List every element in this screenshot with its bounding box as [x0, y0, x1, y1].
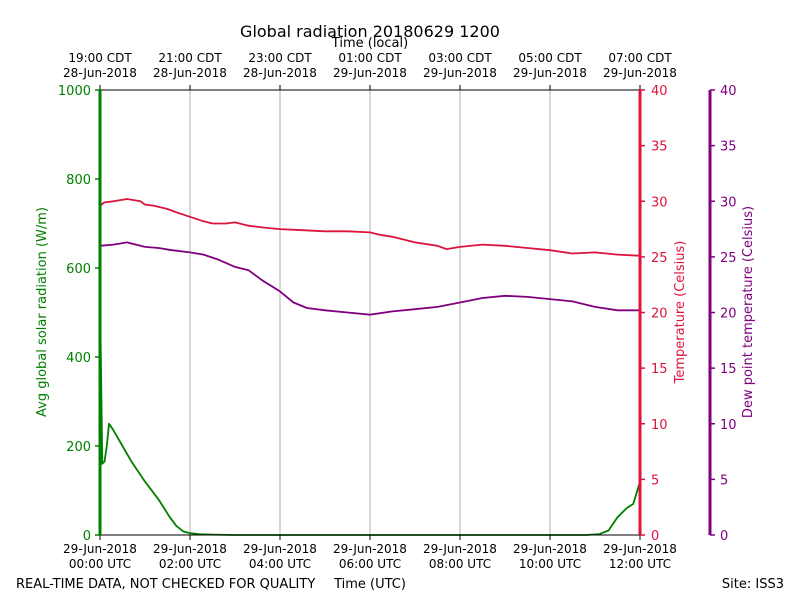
- dewpoint-tick-label: 0: [720, 529, 728, 544]
- top-tick-date: 28-Jun-2018: [63, 66, 137, 80]
- radiation-tick-label: 200: [66, 440, 91, 455]
- top-tick-date: 29-Jun-2018: [423, 66, 497, 80]
- top-tick-date: 29-Jun-2018: [603, 66, 677, 80]
- bottom-tick-date: 29-Jun-2018: [513, 542, 587, 556]
- top-tick-time: 03:00 CDT: [428, 51, 492, 65]
- dewpoint-tick-label: 25: [720, 251, 737, 266]
- dewpoint-axis-label: Dew point temperature (Celsius): [741, 206, 756, 418]
- temperature-axis-label: Temperature (Celsius): [673, 241, 688, 385]
- bottom-tick-date: 29-Jun-2018: [603, 542, 677, 556]
- chart-title: Global radiation 20180629 1200: [240, 22, 500, 41]
- vertical-grid: [189, 90, 551, 535]
- bottom-tick-time: 04:00 UTC: [249, 557, 311, 571]
- temperature-tick-label: 20: [651, 307, 668, 322]
- dewpoint-tick-label: 15: [720, 362, 737, 377]
- top-tick-time: 07:00 CDT: [608, 51, 672, 65]
- dewpoint-series-line: [99, 241, 640, 316]
- dewpoint-tick-label: 20: [720, 307, 737, 322]
- top-axis-title: Time (local): [331, 36, 408, 51]
- bottom-tick-time: 12:00 UTC: [609, 557, 671, 571]
- bottom-tick-date: 29-Jun-2018: [423, 542, 497, 556]
- top-tick-date: 29-Jun-2018: [513, 66, 587, 80]
- top-tick-date: 28-Jun-2018: [153, 66, 227, 80]
- bottom-tick-date: 29-Jun-2018: [153, 542, 227, 556]
- top-tick-time: 01:00 CDT: [338, 51, 402, 65]
- radiation-tick-label: 1000: [58, 84, 91, 99]
- top-tick-time: 23:00 CDT: [248, 51, 312, 65]
- temperature-tick-label: 15: [651, 362, 668, 377]
- temperature-tick-label: 35: [651, 140, 668, 155]
- top-tick-date: 28-Jun-2018: [243, 66, 317, 80]
- dewpoint-tick-label: 5: [720, 473, 728, 488]
- x-axis-title: Time (UTC): [333, 577, 406, 592]
- quality-disclaimer: REAL-TIME DATA, NOT CHECKED FOR QUALITY: [16, 577, 315, 592]
- bottom-tick-time: 06:00 UTC: [339, 557, 401, 571]
- radiation-tick-label: 800: [66, 173, 91, 188]
- temperature-tick-label: 0: [651, 529, 659, 544]
- radiation-axis-label: Avg global solar radiation (W/m): [35, 207, 50, 417]
- dewpoint-axis-ticks: 0 5 10 15 20 25 30 35 40: [710, 84, 737, 544]
- temperature-tick-label: 5: [651, 473, 659, 488]
- temperature-tick-label: 10: [651, 418, 668, 433]
- top-tick-date: 29-Jun-2018: [333, 66, 407, 80]
- bottom-tick-date: 29-Jun-2018: [243, 542, 317, 556]
- bottom-tick-time: 10:00 UTC: [519, 557, 581, 571]
- radiation-tick-label: 600: [66, 262, 91, 277]
- temperature-tick-label: 30: [651, 195, 668, 210]
- top-tick-time: 19:00 CDT: [68, 51, 132, 65]
- temperature-axis-ticks: 0 5 10 15 20 25 30 35 40: [640, 84, 668, 544]
- temperature-series-line: [99, 198, 641, 257]
- site-label: Site: ISS3: [722, 577, 784, 592]
- bottom-tick-date: 29-Jun-2018: [333, 542, 407, 556]
- top-tick-time: 21:00 CDT: [158, 51, 222, 65]
- dewpoint-tick-label: 35: [720, 140, 737, 155]
- top-tick-time: 05:00 CDT: [518, 51, 582, 65]
- radiation-tick-label: 0: [83, 529, 91, 544]
- temperature-tick-label: 40: [651, 84, 668, 99]
- bottom-tick-date: 29-Jun-2018: [63, 542, 137, 556]
- temperature-tick-label: 25: [651, 251, 668, 266]
- bottom-tick-time: 08:00 UTC: [429, 557, 491, 571]
- bottom-tick-time: 00:00 UTC: [69, 557, 131, 571]
- dewpoint-tick-label: 40: [720, 84, 737, 99]
- bottom-tick-time: 02:00 UTC: [159, 557, 221, 571]
- radiation-series-line: [99, 294, 641, 536]
- dewpoint-tick-label: 30: [720, 195, 737, 210]
- radiation-axis-ticks: 0 200 400 600 800 1000: [58, 84, 100, 544]
- dewpoint-tick-label: 10: [720, 418, 737, 433]
- series-group: [99, 198, 641, 536]
- radiation-tick-label: 400: [66, 351, 91, 366]
